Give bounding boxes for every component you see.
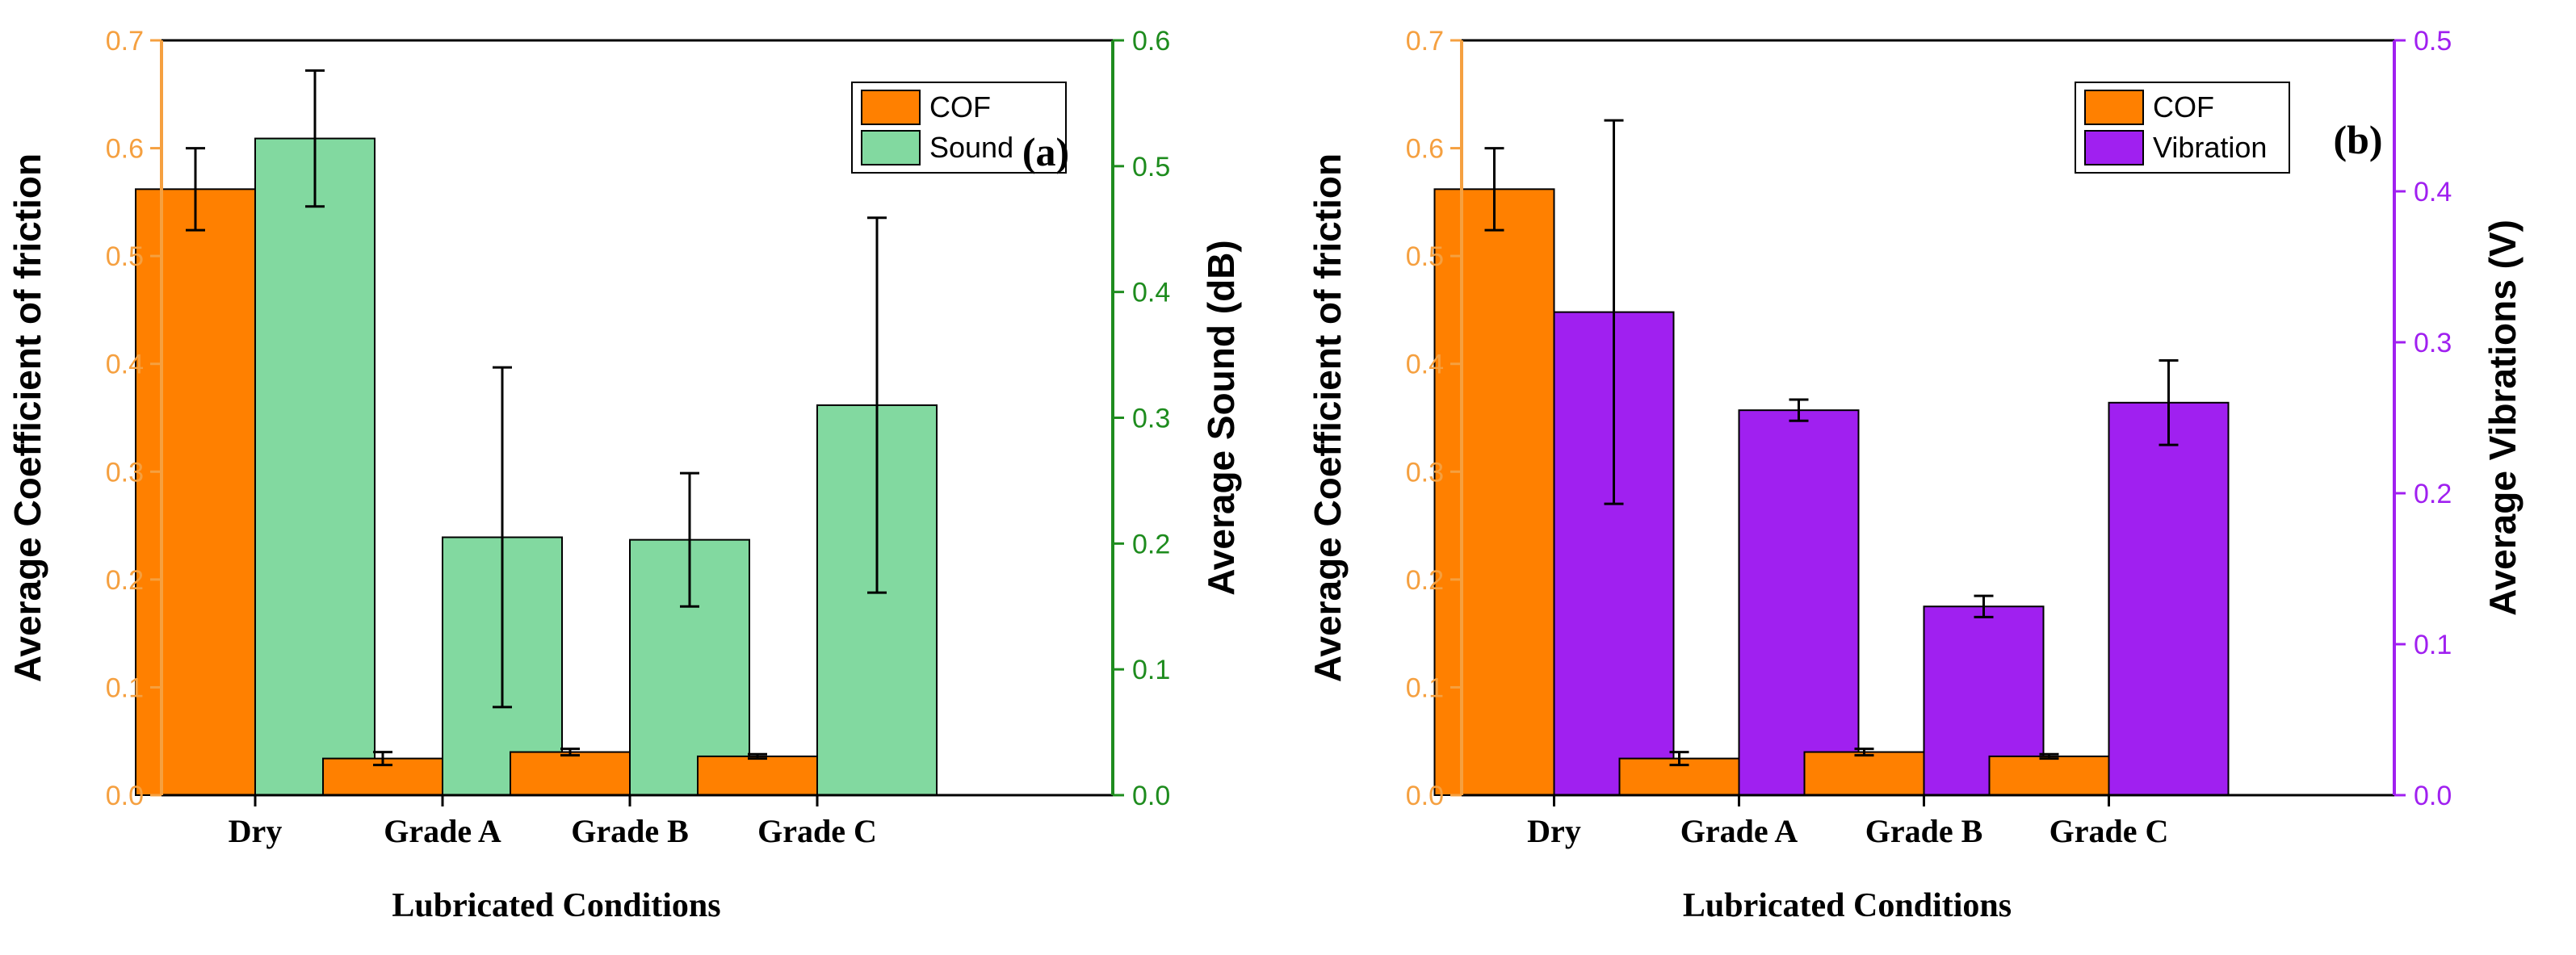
- right-axis-tick-label: 0.4: [1132, 278, 1170, 308]
- panel-label: (a): [1022, 129, 1069, 174]
- x-tick-label: Grade B: [1865, 813, 1983, 849]
- bar-cof-1: [1433, 188, 1555, 797]
- legend-swatch-sound: [861, 130, 921, 165]
- left-axis-tick-label: 0.3: [1406, 457, 1444, 488]
- legend-swatch-cof: [861, 90, 921, 125]
- left-axis-tick-label: 0.5: [106, 241, 144, 272]
- right-axis-tick-label: 0.1: [2414, 630, 2452, 660]
- bar-cof-4: [697, 755, 818, 797]
- legend-swatch-cof: [2084, 90, 2144, 125]
- legend-label-cof: COF: [929, 90, 991, 124]
- x-tick-label: Grade C: [757, 813, 877, 849]
- bar-cof-3: [1803, 751, 1925, 796]
- right-axis-label: Average Vibrations (V): [2482, 220, 2524, 616]
- x-axis-label: Lubricated Conditions: [1683, 887, 2012, 924]
- x-tick-label: Grade A: [1680, 813, 1798, 849]
- left-axis-tick-label: 0.6: [1406, 134, 1444, 165]
- bar-sound-1: [254, 137, 375, 797]
- left-axis-tick-label: 0.5: [1406, 241, 1444, 272]
- x-tick-label: Dry: [229, 813, 283, 849]
- legend-label-sound: Sound: [929, 131, 1013, 164]
- x-tick-label: Grade C: [2049, 813, 2169, 849]
- left-axis-tick-label: 0.3: [106, 457, 144, 488]
- x-tick-label: Grade A: [384, 813, 501, 849]
- legend-label-cof: COF: [2153, 90, 2214, 124]
- left-axis-tick-label: 0.7: [1406, 26, 1444, 57]
- left-axis-tick-label: 0.0: [1406, 781, 1444, 811]
- panel-label: (b): [2333, 117, 2382, 162]
- right-axis-tick-label: 0.4: [2414, 177, 2452, 207]
- x-tick-label: Dry: [1527, 813, 1581, 849]
- bar-vibration-2: [1738, 409, 1860, 796]
- x-tick-label: Grade B: [571, 813, 689, 849]
- left-axis-tick-label: 0.4: [1406, 350, 1444, 380]
- left-axis-label: Average Coefficient of friction: [1307, 153, 1349, 682]
- left-axis-tick-label: 0.4: [106, 350, 144, 380]
- left-axis-tick-label: 0.6: [106, 134, 144, 165]
- right-axis-tick-label: 0.0: [1132, 781, 1170, 811]
- right-axis-label: Average Sound (dB): [1200, 240, 1242, 595]
- bar-vibration-4: [2108, 401, 2230, 796]
- left-axis-tick-label: 0.1: [1406, 672, 1444, 703]
- right-axis-tick-label: 0.2: [2414, 479, 2452, 509]
- right-axis-tick-label: 0.5: [2414, 26, 2452, 57]
- right-axis-tick-label: 0.0: [2414, 781, 2452, 811]
- right-axis-tick-label: 0.5: [1132, 152, 1170, 182]
- left-axis-tick-label: 0.2: [106, 565, 144, 596]
- left-axis-label: Average Coefficient of friction: [6, 153, 48, 682]
- left-axis-tick-label: 0.1: [106, 672, 144, 703]
- right-axis-tick-label: 0.2: [1132, 529, 1170, 559]
- left-axis-tick-label: 0.0: [106, 781, 144, 811]
- chart-panel-1: Dry Grade A Grade B Grade C 0.0 0.1 0.2 0.3 0.4 0…: [6, 26, 1242, 924]
- right-axis-tick-label: 0.1: [1132, 655, 1170, 685]
- bar-cof-4: [1988, 755, 2110, 797]
- legend-swatch-vibration: [2084, 130, 2144, 165]
- right-axis-tick-label: 0.3: [2414, 328, 2452, 358]
- chart-panel-2: Dry Grade A Grade B Grade C 0.0 0.1 0.2 0.3 0.4 0…: [1307, 26, 2524, 924]
- legend-label-vibration: Vibration: [2153, 131, 2267, 164]
- left-axis-tick-label: 0.2: [1406, 565, 1444, 596]
- bar-cof-1: [135, 188, 256, 797]
- right-axis-tick-label: 0.6: [1132, 26, 1170, 57]
- bar-cof-3: [510, 751, 631, 796]
- x-axis-label: Lubricated Conditions: [392, 887, 720, 924]
- right-axis-tick-label: 0.3: [1132, 404, 1170, 434]
- left-axis-tick-label: 0.7: [106, 26, 144, 57]
